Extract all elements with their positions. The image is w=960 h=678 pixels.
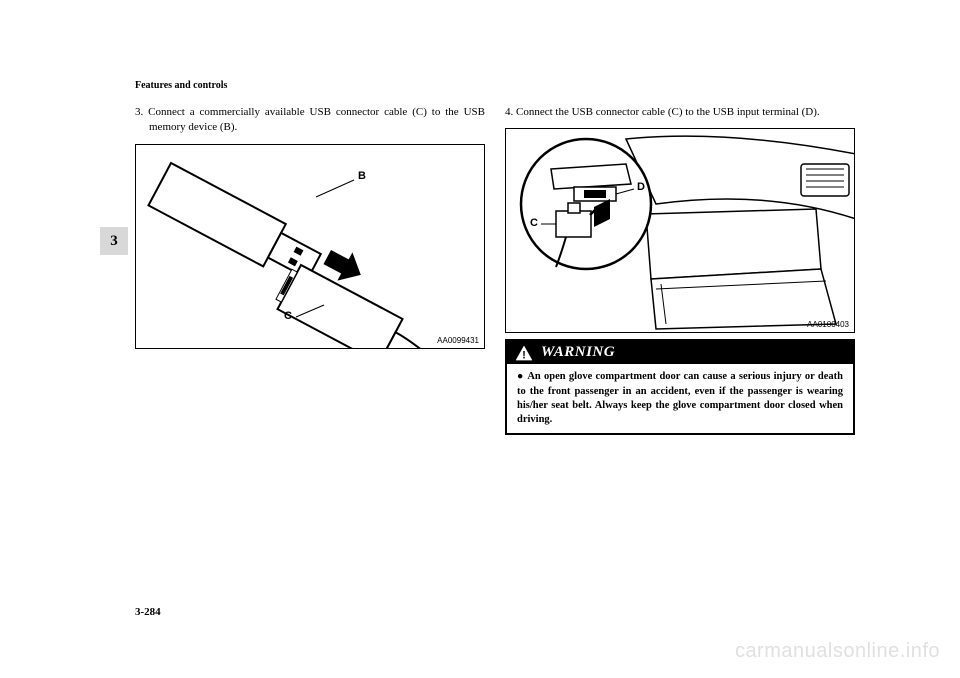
right-column: 4. Connect the USB connector cable (C) t…: [505, 105, 855, 435]
svg-text:!: !: [522, 349, 526, 361]
watermark: carmanualsonline.info: [735, 640, 940, 663]
warning-box: ! WARNING ●An open glove compartment doo…: [505, 339, 855, 435]
figure-usb-cable: B C AA0099431: [135, 144, 485, 349]
step-3-text: 3. Connect a commercially available USB …: [135, 105, 485, 136]
figure-caption-2: AA0100403: [807, 320, 849, 329]
figure-label-b: B: [358, 170, 366, 182]
warning-bullet-icon: ●: [517, 370, 523, 384]
side-chapter-tab: 3: [100, 227, 128, 255]
figure-glovebox: D C AA0100403: [505, 128, 855, 333]
figure-caption-1: AA0099431: [437, 336, 479, 345]
warning-text: An open glove compartment door can cause…: [517, 371, 843, 425]
glovebox-illustration: [506, 129, 855, 333]
warning-triangle-icon: !: [515, 345, 533, 361]
left-column: 3. Connect a commercially available USB …: [135, 105, 485, 349]
section-header: Features and controls: [135, 80, 227, 91]
warning-body: ●An open glove compartment door can caus…: [507, 364, 853, 433]
warning-title: WARNING: [541, 344, 615, 361]
figure-label-d: D: [637, 181, 645, 193]
step-4-text: 4. Connect the USB connector cable (C) t…: [505, 105, 855, 120]
figure-label-c: C: [284, 310, 292, 322]
figure-label-c2: C: [530, 217, 538, 229]
page-number: 3-284: [135, 606, 161, 618]
warning-header: ! WARNING: [507, 341, 853, 364]
usb-cable-illustration: [136, 145, 485, 349]
